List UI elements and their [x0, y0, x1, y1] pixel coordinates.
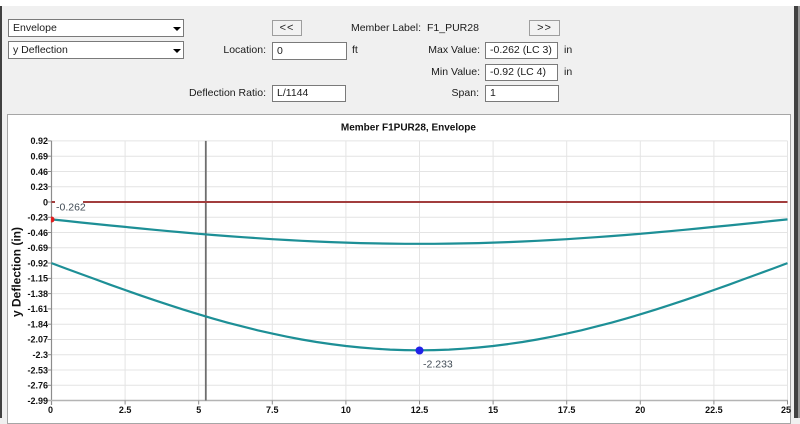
svg-text:10: 10 [341, 405, 351, 415]
svg-text:2.5: 2.5 [119, 405, 132, 415]
svg-text:-2.76: -2.76 [27, 381, 48, 391]
svg-text:-0.69: -0.69 [27, 243, 48, 253]
svg-text:y Deflection (in): y Deflection (in) [10, 227, 24, 317]
svg-text:15: 15 [488, 405, 498, 415]
svg-text:-0.46: -0.46 [27, 228, 48, 238]
svg-text:-1.15: -1.15 [27, 274, 48, 284]
svg-text:5: 5 [196, 405, 201, 415]
svg-text:-2.233: -2.233 [423, 359, 453, 371]
svg-text:0.69: 0.69 [30, 152, 48, 162]
svg-text:0.92: 0.92 [30, 136, 48, 146]
svg-text:12.5: 12.5 [411, 405, 429, 415]
svg-text:-1.38: -1.38 [27, 289, 48, 299]
svg-text:25: 25 [781, 405, 791, 415]
svg-text:0: 0 [48, 405, 53, 415]
svg-text:-0.92: -0.92 [27, 258, 48, 268]
svg-text:0.23: 0.23 [30, 182, 48, 192]
svg-text:0: 0 [43, 197, 48, 207]
svg-text:-2.99: -2.99 [27, 396, 48, 406]
svg-text:Member F1PUR28, Envelope: Member F1PUR28, Envelope [341, 123, 476, 134]
svg-text:-1.61: -1.61 [27, 304, 48, 314]
svg-text:22.5: 22.5 [705, 405, 723, 415]
svg-text:-1.84: -1.84 [27, 320, 48, 330]
svg-text:17.5: 17.5 [558, 405, 576, 415]
svg-text:-0.23: -0.23 [27, 213, 48, 223]
svg-text:-2.53: -2.53 [27, 365, 48, 375]
svg-text:-2.07: -2.07 [27, 335, 48, 345]
svg-text:-2.3: -2.3 [32, 350, 48, 360]
svg-text:7.5: 7.5 [266, 405, 279, 415]
svg-text:0.46: 0.46 [30, 167, 48, 177]
svg-text:20: 20 [635, 405, 645, 415]
svg-text:-0.262: -0.262 [56, 202, 86, 214]
